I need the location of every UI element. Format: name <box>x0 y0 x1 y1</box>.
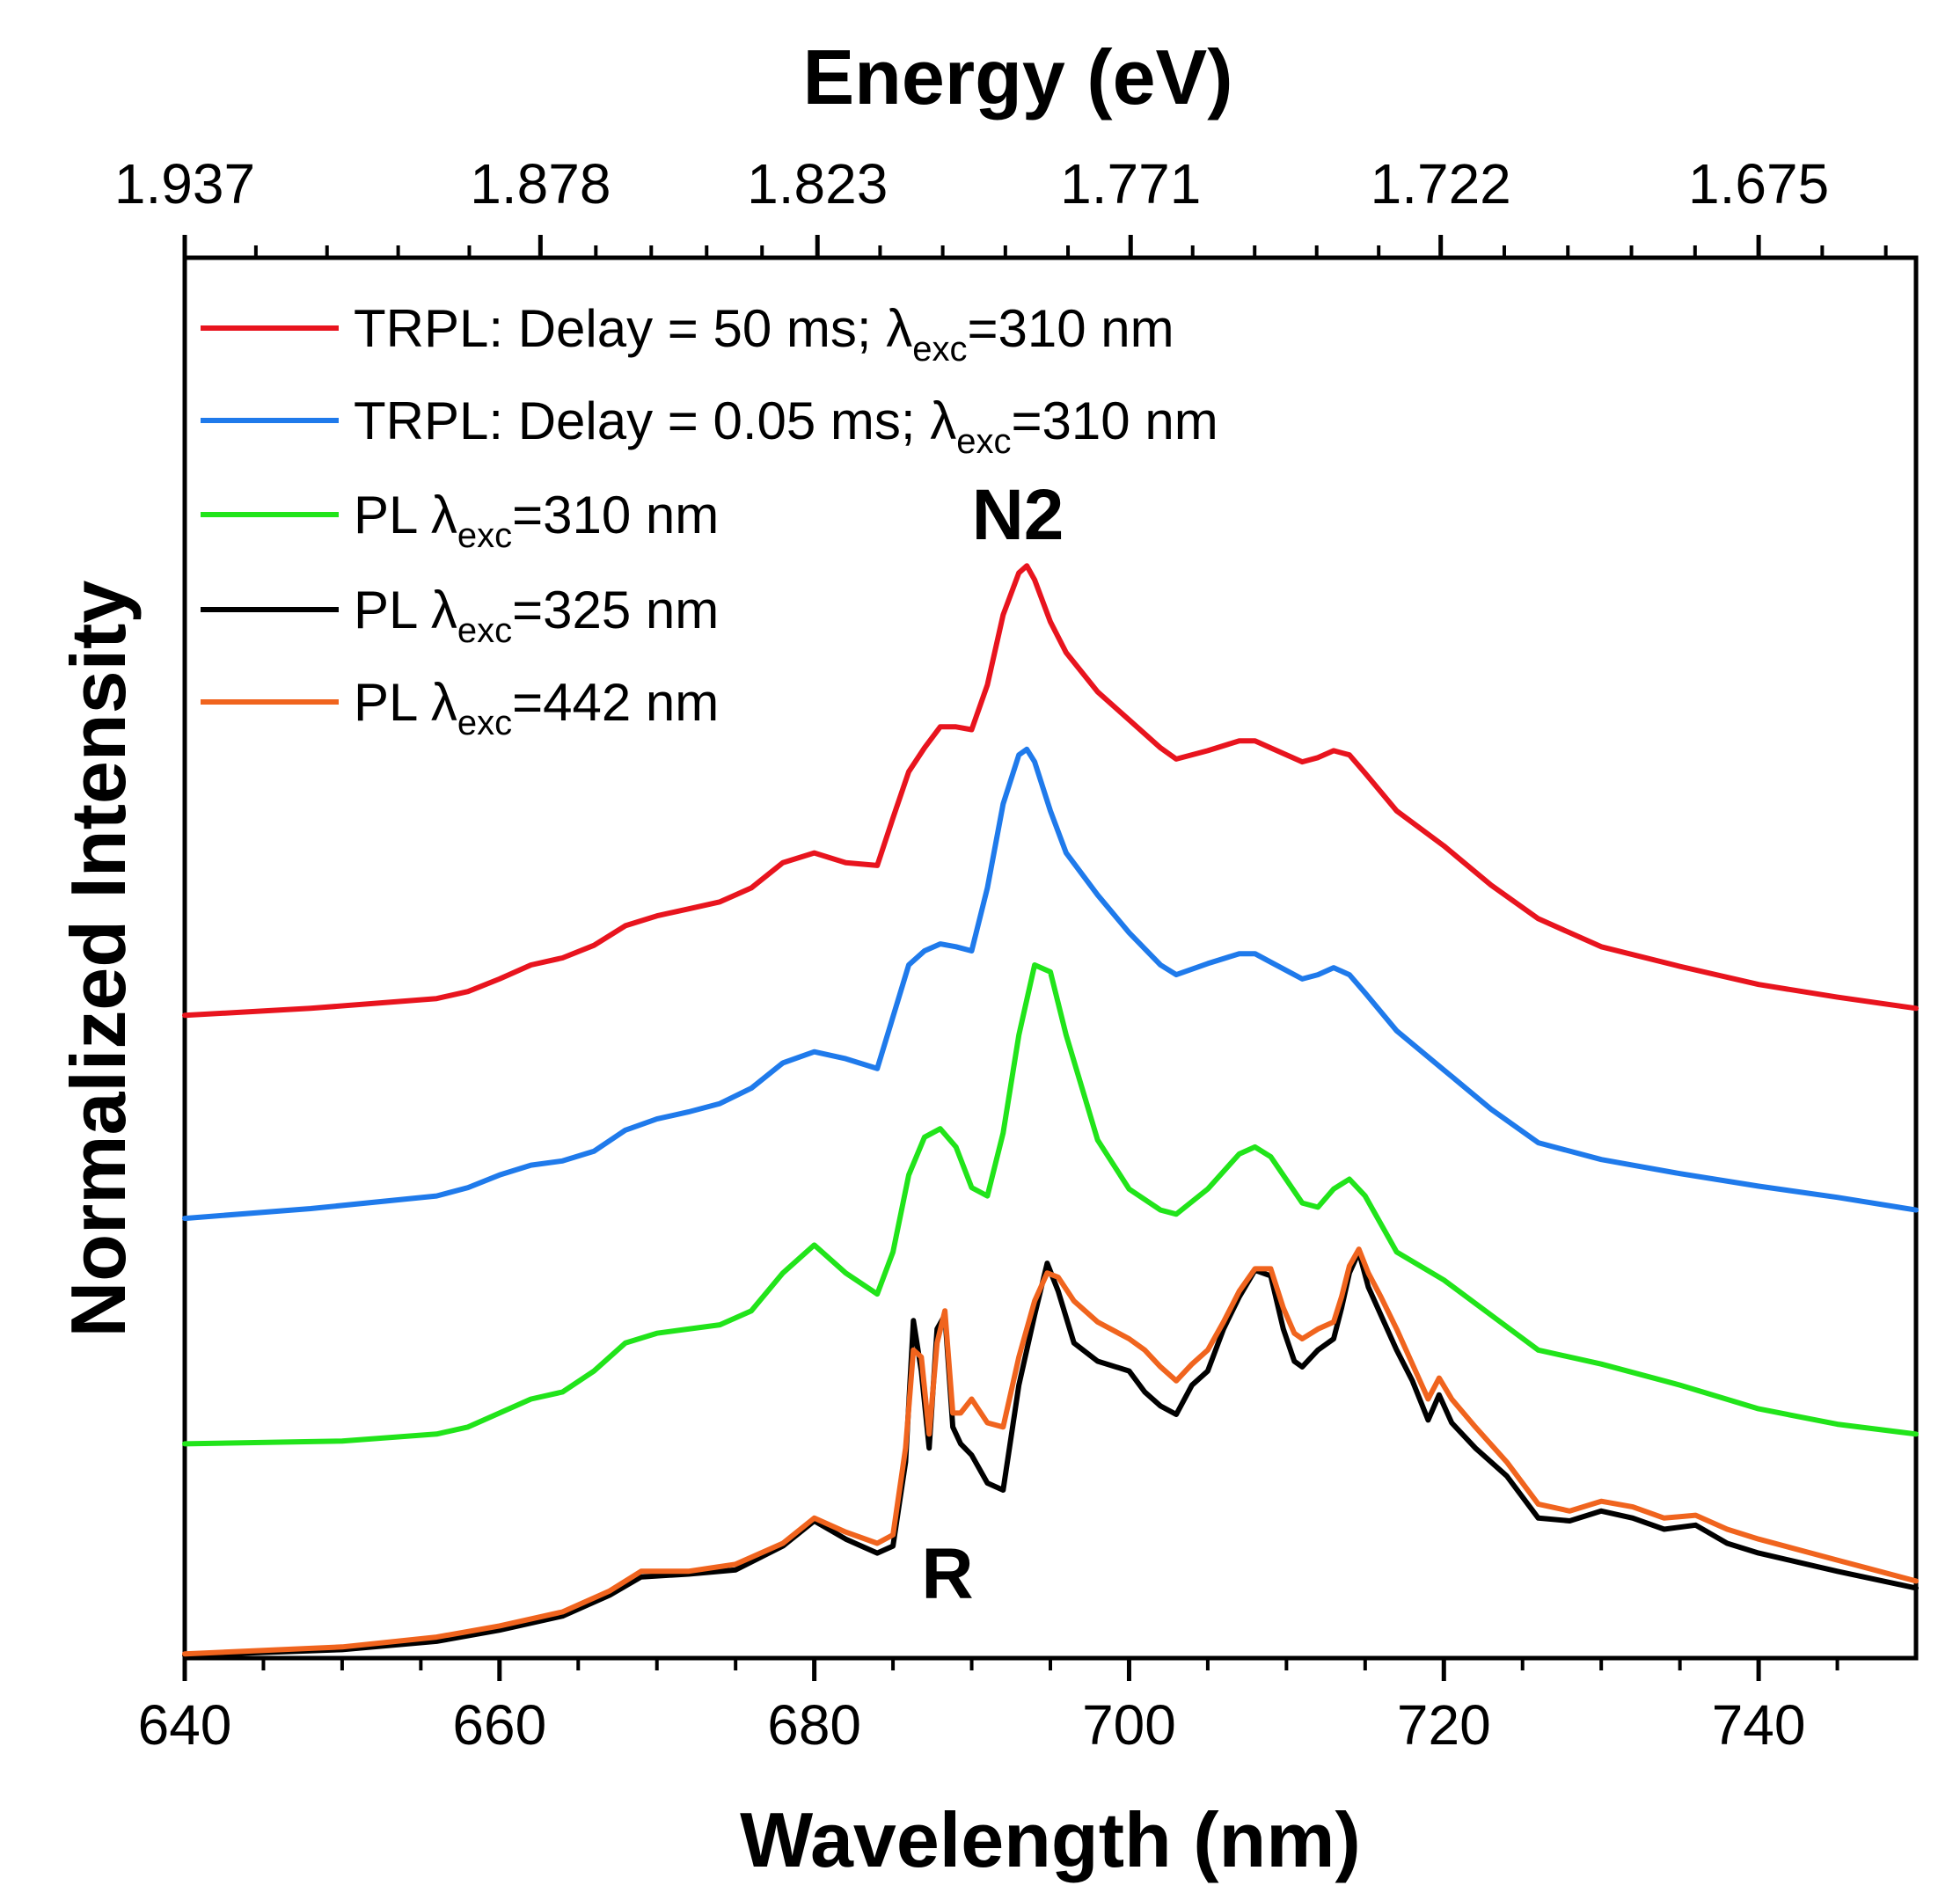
series-line-trpl-delay-50-ms-exc-310-nm <box>182 563 1919 1019</box>
series-line-pl-exc-310-nm <box>182 962 1919 1447</box>
annotation-r: R <box>921 1534 973 1614</box>
top-tick-label: 1.878 <box>470 152 611 216</box>
top-tick-label: 1.675 <box>1688 152 1829 216</box>
y-axis-title: Normalized Intensity <box>55 581 142 1338</box>
x-tick-label: 640 <box>138 1693 232 1757</box>
series-line-pl-exc-442-nm <box>182 1246 1919 1657</box>
legend-label-trpl-delay-0-05-ms-exc-310-nm: TRPL: Delay = 0.05 ms; λexc=310 nm <box>354 391 1218 461</box>
x-tick-label: 660 <box>452 1693 546 1757</box>
top-tick-label: 1.722 <box>1371 152 1511 216</box>
ticks-layer: 640 660 680 700 720 740 1.937 1.878 1.823 1.771 1.… <box>114 152 1888 1757</box>
legend: TRPL: Delay = 50 ms; λexc=310 nm TRPL: De… <box>201 299 1218 742</box>
series-line-pl-exc-325-nm <box>182 1249 1919 1658</box>
legend-label-pl-exc-442-nm: PL λexc=442 nm <box>354 673 719 742</box>
annotation-n2: N2 <box>972 475 1064 555</box>
top-tick-label: 1.937 <box>114 152 255 216</box>
top-axis-title: Energy (eV) <box>802 33 1232 121</box>
series-layer <box>182 563 1919 1658</box>
top-tick-label: 1.823 <box>747 152 888 216</box>
series-line-trpl-delay-0-05-ms-exc-310-nm <box>182 746 1919 1222</box>
x-tick-label: 680 <box>767 1693 861 1757</box>
top-tick-label: 1.771 <box>1060 152 1201 216</box>
x-tick-label: 740 <box>1712 1693 1806 1757</box>
legend-label-trpl-delay-50-ms-exc-310-nm: TRPL: Delay = 50 ms; λexc=310 nm <box>354 299 1174 369</box>
x-tick-label: 700 <box>1082 1693 1176 1757</box>
x-tick-label: 720 <box>1397 1693 1491 1757</box>
x-axis-title: Wavelength (nm) <box>740 1796 1361 1883</box>
legend-label-pl-exc-325-nm: PL λexc=325 nm <box>354 581 719 650</box>
legend-label-pl-exc-310-nm: PL λexc=310 nm <box>354 486 719 555</box>
